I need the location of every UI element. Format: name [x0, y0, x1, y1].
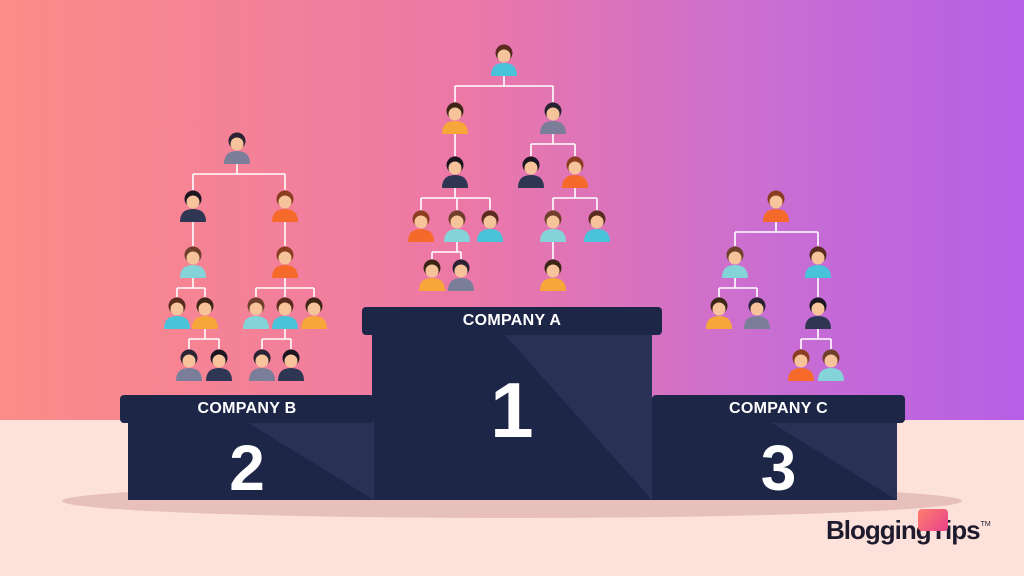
person-avatar-icon — [180, 190, 206, 222]
logo-mark-icon — [918, 509, 948, 531]
person-avatar-icon — [744, 297, 770, 329]
person-avatar-icon — [805, 297, 831, 329]
person-avatar-icon — [584, 210, 610, 242]
person-avatar-icon — [442, 102, 468, 134]
person-avatar-icon — [818, 349, 844, 381]
person-avatar-icon — [180, 246, 206, 278]
rank-number-1: 1 — [490, 366, 534, 454]
person-avatar-icon — [272, 297, 298, 329]
person-avatar-icon — [788, 349, 814, 381]
person-avatar-icon — [408, 210, 434, 242]
podium-company-c: COMPANY C 3 — [652, 395, 905, 504]
logo-trademark: TM — [980, 521, 991, 528]
podium-company-a: COMPANY A 1 — [362, 307, 662, 500]
person-avatar-icon — [540, 259, 566, 291]
podium-label-company-b: COMPANY B — [120, 395, 374, 423]
person-avatar-icon — [562, 156, 588, 188]
person-avatar-icon — [301, 297, 327, 329]
rank-number-2: 2 — [229, 432, 265, 504]
person-avatar-icon — [763, 190, 789, 222]
person-avatar-icon — [278, 349, 304, 381]
person-avatar-icon — [805, 246, 831, 278]
person-avatar-icon — [540, 102, 566, 134]
person-avatar-icon — [206, 349, 232, 381]
person-avatar-icon — [491, 44, 517, 76]
person-avatar-icon — [518, 156, 544, 188]
person-avatar-icon — [477, 210, 503, 242]
person-avatar-icon — [722, 246, 748, 278]
person-avatar-icon — [224, 132, 250, 164]
person-avatar-icon — [706, 297, 732, 329]
person-avatar-icon — [448, 259, 474, 291]
person-avatar-icon — [540, 210, 566, 242]
podium-company-b: COMPANY B 2 — [120, 395, 374, 504]
podium-label-company-a: COMPANY A — [362, 307, 662, 335]
person-avatar-icon — [164, 297, 190, 329]
podium-label-company-c: COMPANY C — [652, 395, 905, 423]
logo-text: BloggingTips — [826, 515, 981, 545]
person-avatar-icon — [243, 297, 269, 329]
person-avatar-icon — [249, 349, 275, 381]
person-avatar-icon — [192, 297, 218, 329]
person-avatar-icon — [444, 210, 470, 242]
person-avatar-icon — [442, 156, 468, 188]
rank-number-3: 3 — [760, 432, 797, 504]
person-avatar-icon — [419, 259, 445, 291]
person-avatar-icon — [272, 246, 298, 278]
bloggingtips-logo: BloggingTips TM — [826, 509, 991, 546]
person-avatar-icon — [176, 349, 202, 381]
person-avatar-icon — [272, 190, 298, 222]
